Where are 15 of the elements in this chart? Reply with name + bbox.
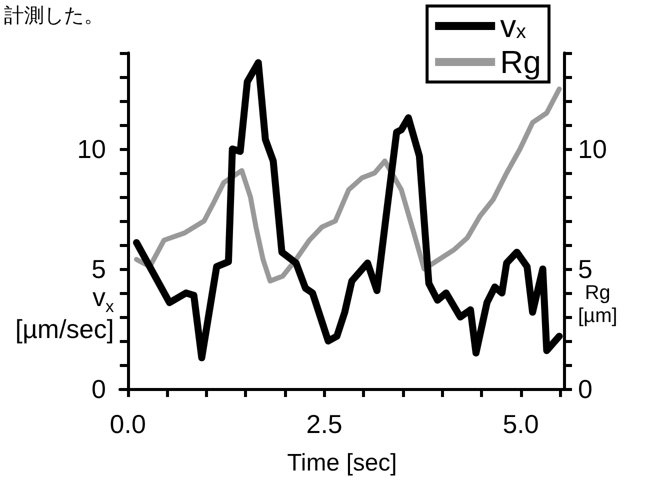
y2-axis-title: Rg [µm] [578,282,618,328]
y-tick-label: 0 [92,374,106,404]
text: 計測した。 [4,2,104,29]
y2-tick-label: 10 [578,134,607,164]
x-tick-label: 0.0 [110,409,146,439]
y-tick-label: 10 [77,134,106,164]
y-tick-label: 5 [92,254,106,284]
y2-tick-label: 0 [578,374,592,404]
x-tick-label: 5.0 [502,409,539,439]
x-tick-label: 2.5 [306,409,342,439]
y2-tick-label: 5 [578,254,592,284]
y-axis-title: v$_{x}$ [µm/sec] [15,282,114,344]
x-axis-title: Time [sec] [287,450,397,476]
legend-label: Rg [500,44,541,80]
legend-label: vx [500,8,526,44]
